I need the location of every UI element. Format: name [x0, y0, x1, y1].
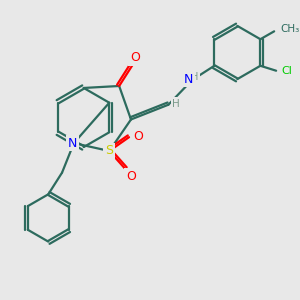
Text: O: O [130, 51, 140, 64]
Text: O: O [126, 170, 136, 183]
Text: S: S [105, 145, 113, 158]
Text: N: N [183, 73, 193, 85]
Text: O: O [133, 130, 143, 143]
Text: Cl: Cl [281, 66, 292, 76]
Text: N: N [68, 136, 78, 150]
Text: CH₃: CH₃ [280, 24, 299, 34]
Text: H: H [191, 72, 199, 82]
Text: H: H [172, 99, 180, 109]
